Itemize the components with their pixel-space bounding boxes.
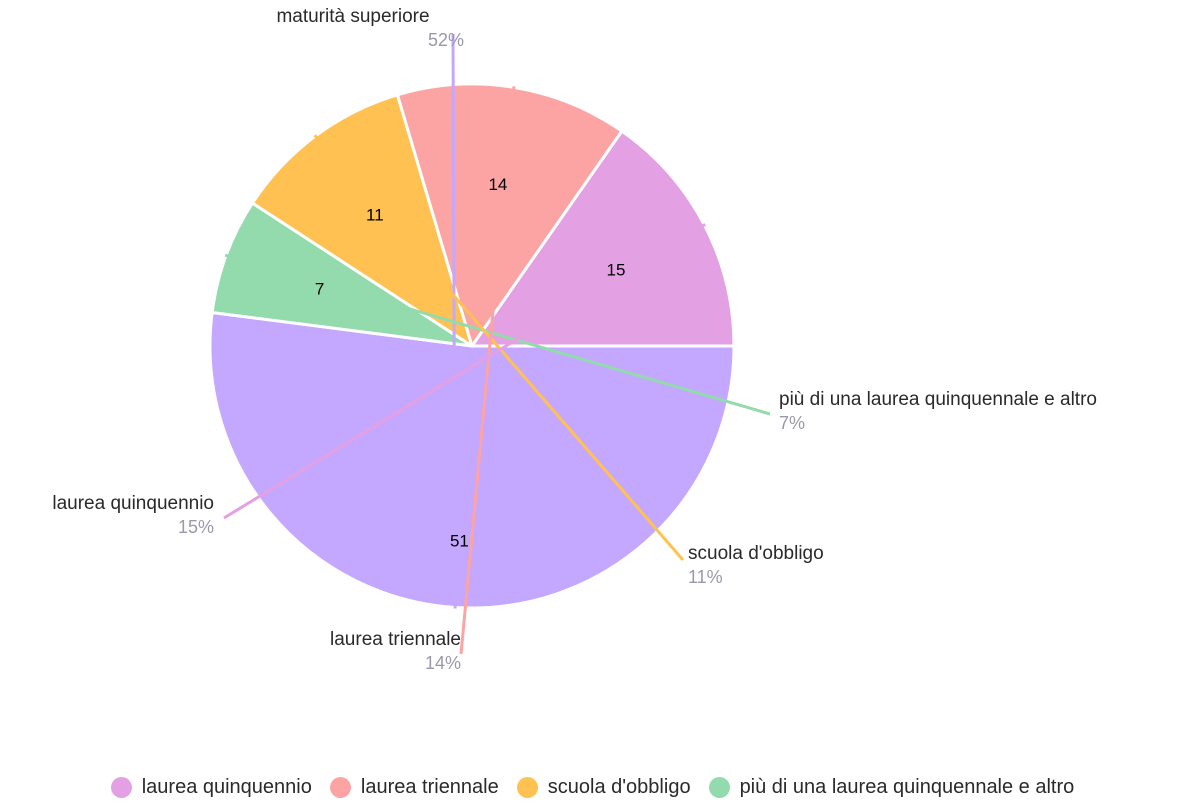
legend: laurea quinquennio laurea triennale scuo… bbox=[0, 776, 1185, 799]
legend-label: scuola d'obbligo bbox=[547, 776, 691, 798]
legend-swatch-icon bbox=[329, 777, 351, 798]
legend-swatch-icon bbox=[110, 777, 132, 798]
pie-chart-svg: 51 maturità superiore 52% 7 più di una laure… bbox=[52, 6, 1097, 673]
value-label-piu-di-una-laurea-quinquennale-e-altro: 7 bbox=[315, 279, 324, 298]
labels-layer: 51 maturità superiore 52% 7 più di una laure… bbox=[52, 6, 1097, 673]
category-label-piu-di-una-laurea-quinquennale-e-altro: più di una laurea quinquennale e altro bbox=[779, 389, 1097, 410]
legend-item-laurea-triennale[interactable]: laurea triennale bbox=[329, 776, 499, 799]
category-label-scuola-d-obbligo: scuola d'obbligo bbox=[688, 543, 824, 564]
pie-slice-maturita-superiore[interactable] bbox=[208, 310, 736, 610]
legend-label: più di una laurea quinquennale e altro bbox=[739, 776, 1075, 798]
category-label-maturita-superiore: maturità superiore bbox=[276, 6, 429, 27]
leader-line-piu-di-una-laurea-quinquennale-e-altro bbox=[224, 253, 771, 416]
category-label-laurea-triennale: laurea triennale bbox=[330, 629, 461, 650]
category-label-laurea-quinquennio: laurea quinquennio bbox=[52, 493, 214, 514]
leader-line-laurea-quinquennio bbox=[223, 223, 706, 520]
legend-item-piu-di-una-laurea[interactable]: più di una laurea quinquennale e altro bbox=[708, 776, 1075, 799]
legend-item-laurea-quinquennio[interactable]: laurea quinquennio bbox=[110, 776, 312, 799]
legend-swatch-icon bbox=[516, 777, 538, 798]
legend-label: laurea quinquennio bbox=[141, 776, 312, 798]
percent-label-laurea-triennale: 14% bbox=[425, 653, 461, 673]
percent-label-scuola-d-obbligo: 11% bbox=[688, 567, 723, 587]
value-label-laurea-quinquennio: 15 bbox=[607, 260, 626, 279]
value-label-scuola-d-obbligo: 11 bbox=[366, 205, 384, 224]
value-label-maturita-superiore: 51 bbox=[450, 532, 469, 551]
percent-label-maturita-superiore: 52% bbox=[428, 30, 464, 50]
leader-line-laurea-triennale bbox=[459, 86, 516, 655]
percent-label-laurea-quinquennio: 15% bbox=[178, 517, 214, 537]
value-label-laurea-triennale: 14 bbox=[488, 175, 507, 194]
legend-label: laurea triennale bbox=[360, 776, 499, 798]
percent-label-piu-di-una-laurea-quinquennale-e-altro: 7% bbox=[779, 413, 805, 433]
legend-swatch-icon bbox=[708, 777, 730, 798]
leader-lines-layer bbox=[223, 33, 771, 655]
leader-line-scuola-d-obbligo bbox=[313, 134, 685, 561]
legend-item-scuola-dobbligo[interactable]: scuola d'obbligo bbox=[516, 776, 691, 799]
